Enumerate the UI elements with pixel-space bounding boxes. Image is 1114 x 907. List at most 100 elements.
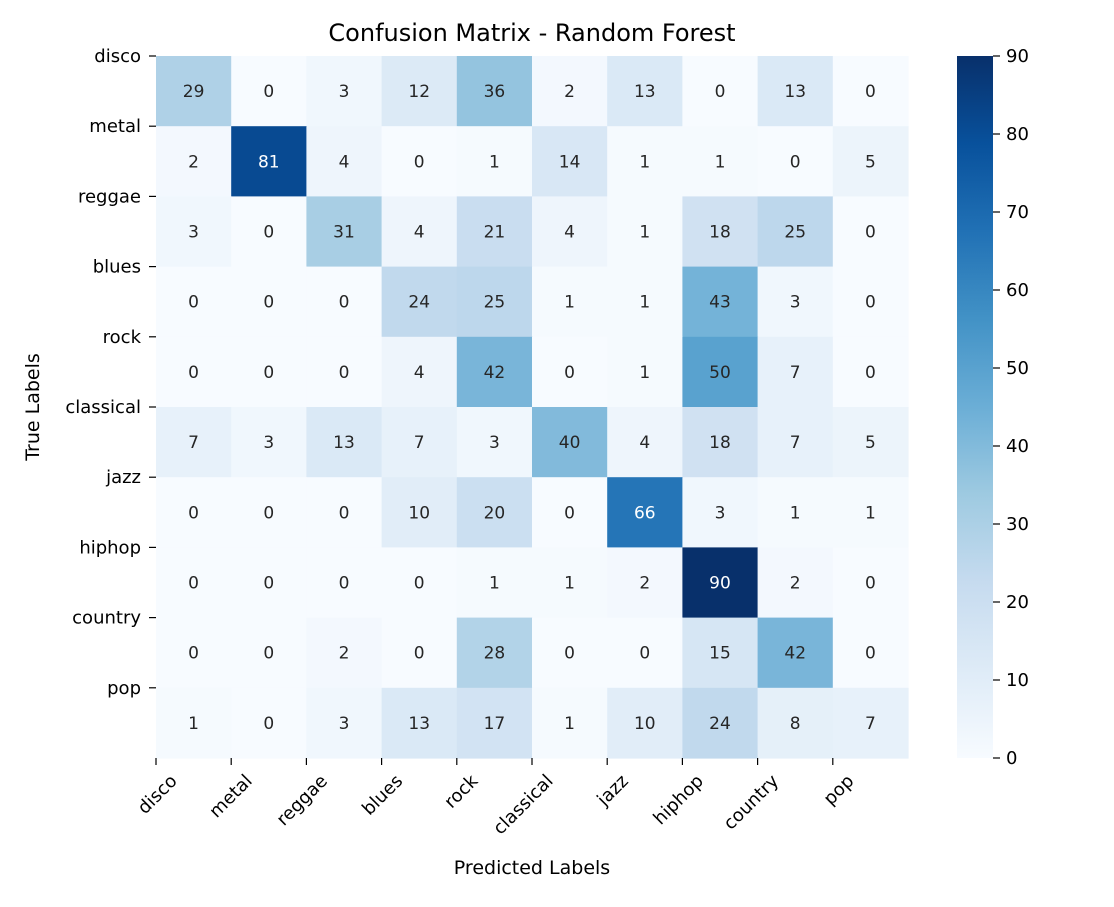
cell-value-label: 1 xyxy=(865,503,876,523)
heatmap-cell xyxy=(757,126,834,197)
heatmap-cell xyxy=(456,266,533,338)
heatmap-cell xyxy=(682,336,759,408)
heatmap-cell xyxy=(381,266,458,338)
cell-value-label: 10 xyxy=(408,503,430,523)
cell-value-label: 0 xyxy=(263,503,274,523)
cell-value-label: 24 xyxy=(709,714,731,734)
y-tick-label: jazz xyxy=(105,467,141,488)
heatmap-cell xyxy=(757,687,834,759)
heatmap-cell xyxy=(757,336,834,408)
cell-value-label: 7 xyxy=(414,433,425,453)
heatmap-cell xyxy=(532,477,608,548)
cell-value-label: 24 xyxy=(408,293,430,313)
cell-value-label: 12 xyxy=(408,82,430,102)
heatmap-cell xyxy=(231,266,307,338)
heatmap-cell xyxy=(682,477,759,548)
cell-value-label: 15 xyxy=(709,644,731,664)
heatmap-cell xyxy=(607,547,683,619)
cell-value-label: 31 xyxy=(333,223,355,243)
colorbar-tick-label: 30 xyxy=(1006,514,1029,535)
cell-value-label: 0 xyxy=(188,644,199,664)
cell-value-label: 29 xyxy=(183,82,205,102)
heatmap-cell xyxy=(682,266,759,338)
cell-value-label: 0 xyxy=(339,293,350,313)
heatmap-cell xyxy=(306,687,383,759)
heatmap-cell xyxy=(156,266,232,338)
cell-value-label: 3 xyxy=(263,433,274,453)
cell-value-label: 0 xyxy=(263,293,274,313)
heatmap-cell xyxy=(381,336,458,408)
heatmap-cell xyxy=(456,56,533,127)
cell-value-label: 1 xyxy=(715,152,726,172)
x-tick-label: reggae xyxy=(273,771,332,830)
heatmap-cell xyxy=(532,547,608,619)
cell-value-label: 0 xyxy=(639,644,650,664)
heatmap-cell xyxy=(231,126,307,197)
chart-title: Confusion Matrix - Random Forest xyxy=(328,19,735,47)
heatmap-cell xyxy=(156,56,232,127)
colorbar-tick-label: 90 xyxy=(1006,46,1029,67)
heatmap-cell xyxy=(456,477,533,548)
cell-value-label: 0 xyxy=(263,363,274,383)
heatmap-cell xyxy=(381,196,458,268)
heatmap-cell xyxy=(832,617,909,689)
cell-value-label: 0 xyxy=(188,363,199,383)
heatmap-cell xyxy=(231,477,307,548)
cell-value-label: 13 xyxy=(408,714,430,734)
cell-value-label: 4 xyxy=(414,363,425,383)
cell-value-label: 0 xyxy=(564,363,575,383)
y-tick-label: metal xyxy=(89,116,141,137)
cell-value-label: 14 xyxy=(559,152,581,172)
cell-value-label: 18 xyxy=(709,223,731,243)
cell-value-label: 0 xyxy=(188,503,199,523)
heatmap-cell xyxy=(456,407,533,478)
cell-value-label: 3 xyxy=(790,293,801,313)
cell-value-label: 1 xyxy=(639,293,650,313)
heatmap-cell xyxy=(532,196,608,268)
heatmap-cell xyxy=(682,126,759,197)
cell-value-label: 1 xyxy=(564,293,575,313)
cell-value-label: 3 xyxy=(339,714,350,734)
heatmap-cell xyxy=(682,56,759,127)
heatmap-cell xyxy=(306,336,383,408)
cell-value-label: 2 xyxy=(564,82,575,102)
colorbar-tick-label: 50 xyxy=(1006,358,1029,379)
heatmap-cell xyxy=(156,196,232,268)
heatmap-cell xyxy=(832,336,909,408)
cell-value-label: 50 xyxy=(709,363,731,383)
heatmap-cell xyxy=(456,126,533,197)
cell-value-label: 0 xyxy=(865,363,876,383)
x-tick-label: jazz xyxy=(592,771,632,811)
cell-value-label: 3 xyxy=(489,433,500,453)
heatmap-cell xyxy=(156,617,232,689)
heatmap-cell xyxy=(156,126,232,197)
colorbar-tick-label: 40 xyxy=(1006,436,1029,457)
cell-value-label: 21 xyxy=(484,223,506,243)
cell-value-label: 0 xyxy=(263,223,274,243)
heatmap-cell xyxy=(532,687,608,759)
x-tick-label: blues xyxy=(358,771,407,820)
cell-value-label: 0 xyxy=(263,82,274,102)
heatmap-cell xyxy=(456,617,533,689)
heatmap-cell xyxy=(456,687,533,759)
heatmap-cell xyxy=(682,407,759,478)
heatmap-cell xyxy=(532,56,608,127)
colorbar-ticks: 0 10 20 30 40 50 60 70 80 90 xyxy=(993,46,1029,769)
cell-value-label: 7 xyxy=(865,714,876,734)
y-tick-label: hiphop xyxy=(79,537,141,558)
colorbar-tick-label: 20 xyxy=(1006,592,1029,613)
cell-value-label: 0 xyxy=(339,503,350,523)
cell-value-label: 40 xyxy=(559,433,581,453)
cell-value-label: 2 xyxy=(790,574,801,594)
heatmap-cell xyxy=(832,547,909,619)
cell-value-label: 0 xyxy=(564,503,575,523)
cell-value-label: 4 xyxy=(414,223,425,243)
colorbar-tick-label: 60 xyxy=(1006,280,1029,301)
cell-value-label: 81 xyxy=(258,152,280,172)
heatmap-cell xyxy=(381,547,458,619)
y-axis-label: True Labels xyxy=(22,353,44,462)
heatmap-cell xyxy=(381,477,458,548)
heatmap-cell xyxy=(832,56,909,127)
heatmap-cell xyxy=(156,687,232,759)
